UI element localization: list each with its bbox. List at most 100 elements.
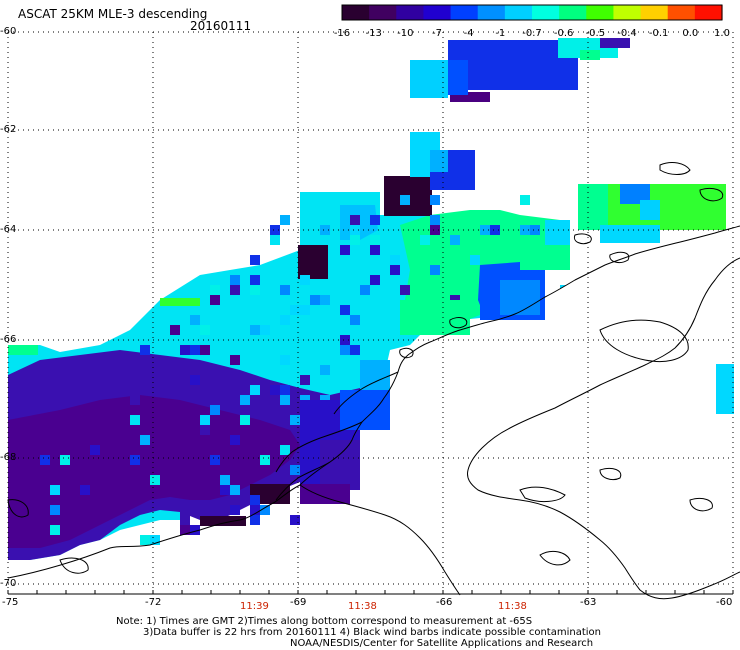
time-label: 11:38 (348, 601, 377, 612)
data-cell (50, 525, 60, 535)
data-cell (130, 455, 140, 465)
lon-label: -60 (716, 597, 733, 608)
data-cell (410, 60, 448, 98)
data-cell (200, 516, 246, 526)
data-cell (716, 364, 734, 414)
data-cell (220, 475, 230, 485)
data-cell (150, 475, 160, 485)
data-cell (490, 225, 500, 235)
data-cell (350, 315, 360, 325)
data-cell (80, 485, 90, 495)
data-cell (480, 225, 490, 235)
colorbar-label: -1 (495, 28, 505, 39)
data-cell (230, 275, 240, 285)
colorbar-label: -16 (334, 28, 350, 39)
data-cell (620, 184, 650, 204)
data-cell (290, 305, 300, 315)
island-4 (659, 162, 691, 175)
data-cell (190, 315, 200, 325)
data-cell (400, 195, 410, 205)
colorbar-swatch (504, 5, 533, 20)
data-cell (390, 255, 400, 265)
data-cell (448, 60, 468, 95)
data-cell (200, 325, 210, 335)
data-cell (330, 315, 340, 325)
data-cell (600, 38, 630, 48)
data-cell (280, 385, 290, 395)
data-cell (230, 355, 240, 365)
lon-label: -63 (580, 597, 597, 608)
data-cell (280, 395, 290, 405)
data-cell (545, 220, 570, 245)
coast-detail-1 (275, 461, 331, 501)
data-cell (210, 455, 220, 465)
colorbar-label: -0.1 (649, 28, 669, 39)
data-cell (50, 505, 60, 515)
island-9 (689, 497, 713, 512)
data-cell (420, 235, 430, 245)
colorbar: -16 -13 -10 -7 -4 -1 -0.7 -0.6 -0.5 -0.4 -0.1 0.0 1.… (334, 4, 730, 39)
lon-label: -66 (436, 597, 453, 608)
sw-deep-purple (8, 395, 300, 548)
island-2 (449, 317, 468, 329)
data-cell (430, 195, 440, 205)
data-cell (250, 505, 260, 515)
note-line-1: Note: 1) Times are GMT 2)Times along bot… (116, 616, 533, 627)
data-cell (280, 215, 290, 225)
data-cell (250, 255, 260, 265)
colorbar-swatch (667, 5, 696, 20)
peninsula-east-coast (467, 257, 740, 600)
data-cell (290, 515, 300, 525)
colorbar-label: -10 (397, 28, 413, 39)
data-cell (270, 235, 280, 245)
colorbar-label: -4 (464, 28, 474, 39)
data-cell (430, 265, 440, 275)
data-cell (190, 345, 200, 355)
data-cell (240, 275, 250, 285)
data-cell (350, 225, 360, 235)
data-cell (578, 184, 608, 230)
colorbar-swatch (640, 5, 669, 20)
island-1 (399, 347, 414, 359)
lat-label: -70 (0, 578, 17, 589)
data-cell (130, 395, 140, 405)
data-cell (520, 195, 530, 205)
data-cell (320, 365, 330, 375)
data-cell (160, 298, 200, 306)
data-cell (390, 265, 400, 275)
lon-label: -72 (145, 597, 162, 608)
colorbar-swatch (450, 5, 479, 20)
data-cell (180, 345, 190, 355)
data-cell (140, 345, 150, 355)
data-cell (580, 50, 600, 60)
colorbar-swatch (477, 5, 506, 20)
lat-label: -68 (0, 452, 17, 463)
data-cell (280, 285, 290, 295)
data-cell (380, 295, 390, 305)
data-cell (350, 235, 360, 245)
coastline (7, 162, 740, 600)
colorbar-swatch (532, 5, 560, 20)
data-cell (520, 225, 530, 235)
data-cell (430, 215, 440, 225)
island-6 (573, 233, 592, 245)
colorbar-label: -13 (365, 28, 381, 39)
data-cell (260, 325, 270, 335)
data-cell (300, 484, 350, 504)
data-cell (240, 295, 250, 305)
data-cell (340, 345, 350, 355)
data-cell (250, 275, 260, 285)
colorbar-swatch (369, 5, 397, 20)
note-line-3: NOAA/NESDIS/Center for Satellite Applica… (290, 638, 594, 649)
data-cell (350, 345, 360, 355)
colorbar-label: -0.5 (586, 28, 606, 39)
data-cell (370, 215, 380, 225)
data-cell (220, 485, 230, 495)
data-cell (250, 325, 260, 335)
data-cell (320, 225, 330, 235)
data-cell (300, 275, 310, 285)
data-cell (80, 445, 90, 455)
data-cell (280, 355, 290, 365)
graticule (7, 31, 734, 595)
data-cell (240, 395, 250, 405)
